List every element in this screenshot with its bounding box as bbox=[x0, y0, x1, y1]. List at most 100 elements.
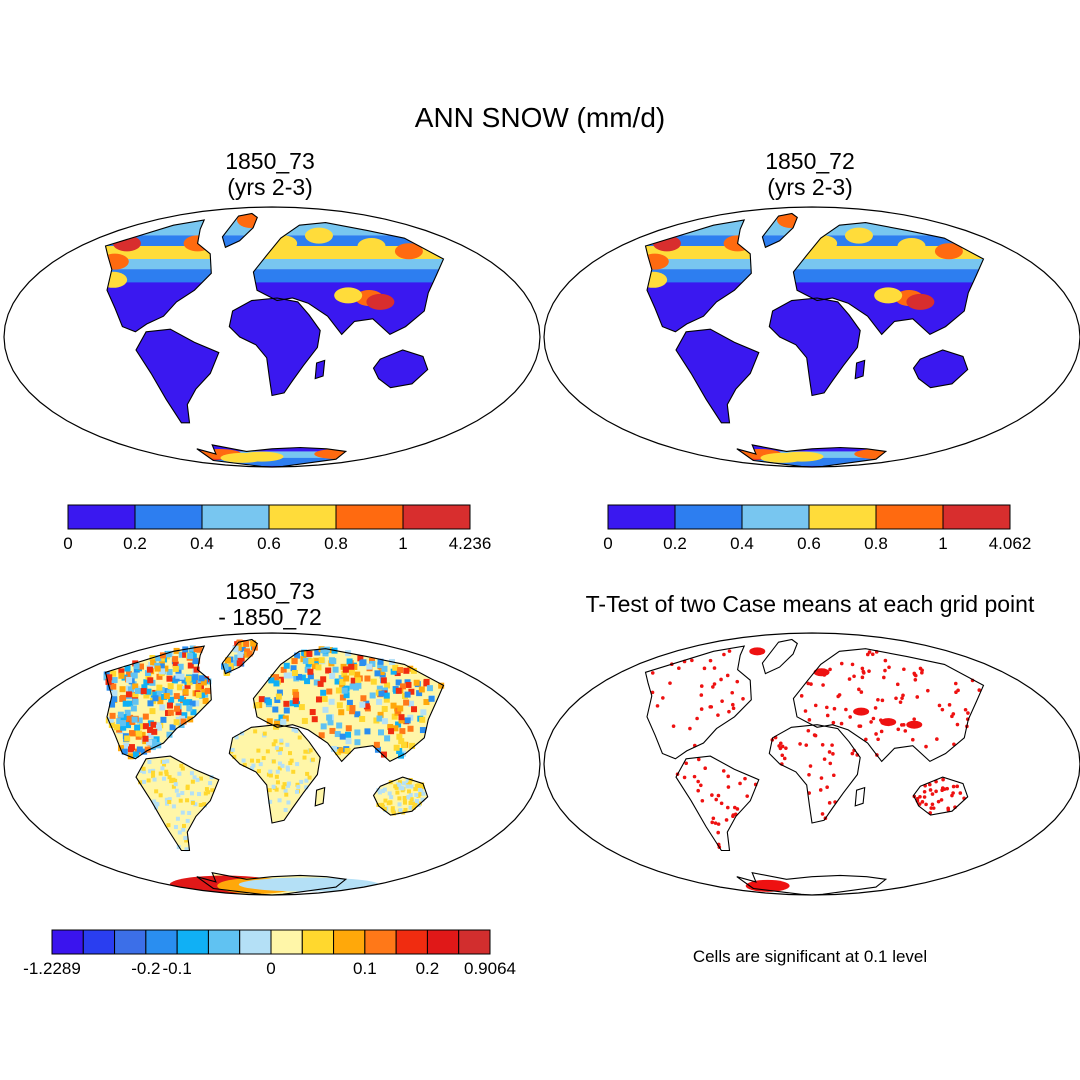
significance-dot bbox=[963, 707, 968, 712]
significance-dot bbox=[725, 673, 730, 678]
land-madagascar bbox=[315, 787, 325, 806]
colorbar-swatch bbox=[268, 504, 337, 530]
significance-dot bbox=[818, 788, 823, 792]
colorbar-tick-label: 0.2 bbox=[415, 959, 440, 978]
significance-dot bbox=[896, 727, 901, 732]
significance-dot bbox=[900, 696, 904, 700]
significance-dot bbox=[936, 799, 941, 804]
significance-dot bbox=[671, 724, 676, 728]
significance-dot bbox=[930, 792, 935, 796]
significance-dot bbox=[716, 830, 720, 835]
land-samerica bbox=[676, 329, 759, 423]
significance-dot bbox=[813, 733, 818, 738]
coast-namerica bbox=[644, 645, 752, 760]
panel-title-ttest: T-Test of two Case means at each grid po… bbox=[585, 591, 1035, 617]
significance-dot bbox=[920, 800, 925, 804]
significance-dot bbox=[831, 752, 835, 756]
significance-dot bbox=[699, 693, 704, 697]
panel-title-case2: 1850_72 (yrs 2-3) bbox=[710, 150, 910, 202]
significance-dot bbox=[699, 707, 704, 711]
coast-samerica bbox=[675, 755, 760, 852]
coast-eurasia bbox=[792, 222, 985, 336]
coast-africa bbox=[228, 297, 321, 397]
significance-dot bbox=[726, 774, 731, 779]
colorbar-tick-label: 0.4 bbox=[730, 534, 754, 553]
colorbar-difference bbox=[51, 929, 491, 955]
significance-dot bbox=[731, 706, 736, 711]
map-boundary bbox=[543, 632, 1080, 896]
significance-dot bbox=[726, 785, 731, 789]
significance-dot bbox=[922, 789, 927, 794]
significance-dot bbox=[695, 716, 699, 721]
significance-dot bbox=[655, 704, 660, 708]
significance-dot bbox=[825, 713, 830, 718]
significance-dot bbox=[839, 721, 844, 726]
colorbar-swatch bbox=[114, 929, 147, 955]
significance-dot bbox=[825, 705, 829, 710]
significance-dot bbox=[882, 675, 886, 680]
land-madagascar bbox=[855, 360, 865, 379]
colorbar-swatch bbox=[239, 929, 272, 955]
coast-eurasia bbox=[252, 222, 445, 336]
significance-dot bbox=[684, 761, 689, 766]
colorbar-tick-label: 4.062 bbox=[988, 534, 1032, 553]
significance-dot bbox=[696, 757, 701, 762]
colorbar-swatch bbox=[67, 504, 136, 530]
land-samerica bbox=[676, 756, 759, 850]
significance-dot bbox=[831, 720, 836, 725]
significance-dot bbox=[934, 789, 938, 794]
significance-dot bbox=[860, 675, 865, 680]
significance-dot bbox=[922, 795, 927, 799]
significance-dot bbox=[731, 814, 735, 819]
colorbar-tick-label: -0.2 bbox=[131, 959, 161, 978]
colorbar-swatch bbox=[51, 929, 84, 955]
map-difference bbox=[3, 632, 541, 896]
land-africa bbox=[769, 298, 861, 396]
significance-dot bbox=[799, 694, 804, 698]
land-australia bbox=[913, 350, 968, 388]
coast-eurasia bbox=[252, 648, 445, 763]
significance-dot bbox=[915, 695, 920, 699]
significance-dot bbox=[804, 743, 809, 747]
land-samerica bbox=[136, 329, 219, 423]
significance-dot bbox=[966, 711, 970, 715]
panel-title-difference-line2: - 1850_72 bbox=[218, 604, 322, 630]
significance-dot bbox=[741, 697, 745, 701]
map-boundary bbox=[543, 206, 1080, 468]
coast-samerica bbox=[135, 755, 220, 852]
significance-dot bbox=[782, 756, 787, 761]
significance-dot bbox=[939, 798, 944, 802]
land-namerica bbox=[646, 646, 752, 759]
map-ttest bbox=[543, 632, 1080, 896]
significance-dot bbox=[827, 801, 832, 805]
significance-dot bbox=[903, 729, 908, 733]
significance-dot bbox=[912, 717, 917, 721]
significance-dot bbox=[951, 784, 956, 789]
significance-dot bbox=[924, 744, 928, 749]
colorbar-swatch bbox=[145, 929, 178, 955]
significance-dot bbox=[852, 674, 856, 679]
land-africa bbox=[229, 724, 321, 823]
significance-dot bbox=[955, 722, 960, 727]
significance-dot bbox=[937, 703, 942, 708]
panel-title-case1-line1: 1850_73 bbox=[225, 148, 315, 174]
colorbar-swatch bbox=[333, 929, 366, 955]
significance-dot bbox=[819, 776, 824, 780]
coast-namerica bbox=[104, 219, 212, 333]
significance-dot bbox=[825, 785, 829, 790]
coast-madagascar bbox=[854, 786, 866, 807]
coast-greenland bbox=[761, 212, 798, 249]
significance-dot bbox=[743, 776, 747, 781]
significance-dot bbox=[874, 732, 878, 736]
significance-dot bbox=[716, 793, 721, 798]
colorbar-tick-label: 0 bbox=[266, 959, 276, 978]
significance-dot bbox=[719, 677, 723, 682]
significance-dot bbox=[711, 685, 715, 689]
coast-greenland bbox=[761, 638, 798, 675]
significance-dot bbox=[722, 652, 726, 657]
significance-dot bbox=[821, 683, 825, 687]
map-case1 bbox=[3, 206, 541, 468]
significance-dot bbox=[839, 661, 844, 666]
land-madagascar bbox=[315, 360, 325, 379]
significance-dot bbox=[861, 669, 866, 674]
